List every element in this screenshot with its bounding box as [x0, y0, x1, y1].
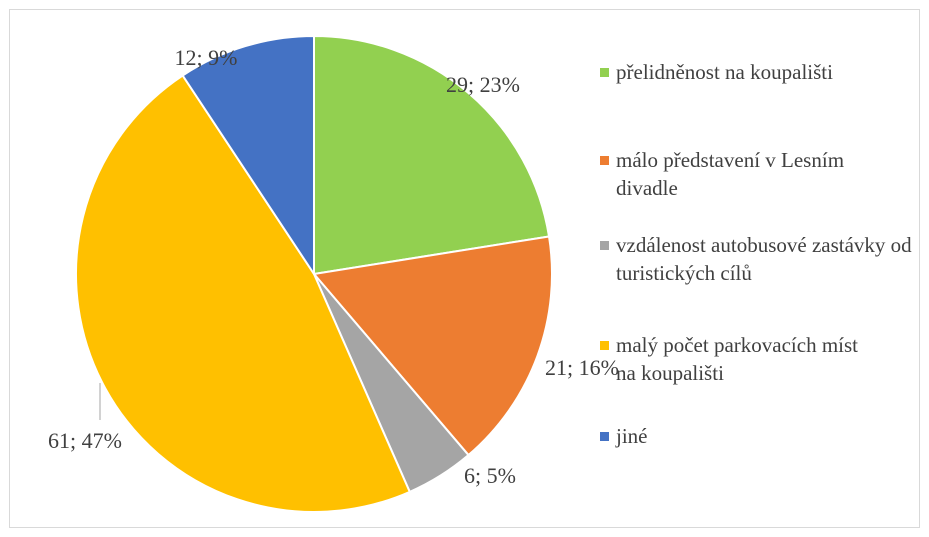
- data-label: 21; 16%: [545, 355, 619, 380]
- legend-label: malý počet parkovacích míst na koupališt…: [616, 333, 859, 385]
- data-label: 6; 5%: [464, 463, 516, 488]
- legend-swatch: [600, 241, 609, 250]
- legend-swatch: [600, 341, 609, 350]
- legend-swatch: [600, 156, 609, 165]
- legend-entry: přelidněnost na koupališti: [600, 58, 920, 86]
- legend-label: jiné: [616, 424, 648, 448]
- frame: [9, 9, 920, 528]
- legend-swatch: [600, 68, 609, 77]
- legend-label: málo představení v Lesním divadle: [616, 148, 845, 200]
- pie-slice: [312, 235, 553, 457]
- legend-entry: jiné: [600, 422, 920, 450]
- data-label: 12; 9%: [175, 45, 238, 70]
- pie-slice: [75, 74, 412, 513]
- data-label: 61; 47%: [48, 428, 122, 453]
- legend-swatch: [600, 432, 609, 441]
- pie-slice: [181, 34, 315, 278]
- data-label: 29; 23%: [446, 72, 520, 97]
- legend-label: vzdálenost autobusové zastávky od turist…: [616, 233, 912, 285]
- legend-entry: vzdálenost autobusové zastávky od turist…: [600, 231, 920, 287]
- legend-entry: málo představení v Lesním divadle: [600, 146, 920, 202]
- legend-entry: malý počet parkovacích míst na koupališt…: [600, 331, 920, 387]
- legend-label: přelidněnost na koupališti: [616, 60, 833, 84]
- pie-slice: [313, 34, 551, 276]
